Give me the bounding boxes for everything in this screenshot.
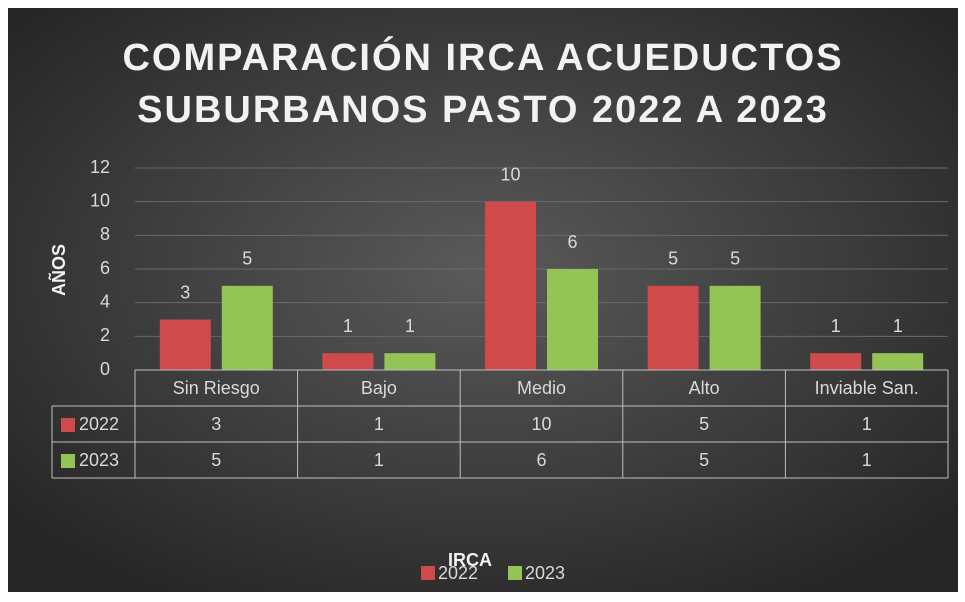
bar bbox=[709, 285, 761, 370]
data-label: 3 bbox=[180, 282, 190, 302]
x-tick-label: Inviable San. bbox=[815, 378, 919, 398]
legend-key bbox=[61, 418, 75, 432]
x-axis-title: IRCA bbox=[448, 550, 492, 570]
data-label: 5 bbox=[668, 249, 678, 269]
data-label: 6 bbox=[567, 232, 577, 252]
y-tick-label: 8 bbox=[100, 224, 110, 244]
legend-key bbox=[508, 566, 522, 580]
data-label: 5 bbox=[242, 249, 252, 269]
table-cell: 5 bbox=[699, 414, 709, 434]
legend-label: 2023 bbox=[525, 563, 565, 583]
y-tick-label: 10 bbox=[90, 190, 110, 210]
bar bbox=[322, 353, 374, 370]
data-label: 1 bbox=[405, 316, 415, 336]
background bbox=[8, 8, 958, 592]
table-cell: 5 bbox=[211, 450, 221, 470]
y-tick-label: 4 bbox=[100, 291, 110, 311]
y-tick-label: 6 bbox=[100, 258, 110, 278]
y-tick-label: 0 bbox=[100, 359, 110, 379]
data-label: 1 bbox=[343, 316, 353, 336]
legend-label: 2022 bbox=[438, 563, 478, 583]
x-tick-label: Sin Riesgo bbox=[173, 378, 260, 398]
data-label: 10 bbox=[500, 164, 520, 184]
table-row-header: 2022 bbox=[79, 414, 119, 434]
y-tick-label: 2 bbox=[100, 325, 110, 345]
x-tick-label: Bajo bbox=[361, 378, 397, 398]
x-tick-label: Medio bbox=[517, 378, 566, 398]
bar bbox=[547, 269, 598, 370]
y-tick-label: 12 bbox=[90, 157, 110, 177]
bar bbox=[221, 285, 273, 370]
table-cell: 10 bbox=[531, 414, 551, 434]
table-cell: 1 bbox=[374, 450, 384, 470]
chart-title: COMPARACIÓN IRCA ACUEDUCTOS bbox=[122, 35, 843, 79]
data-label: 5 bbox=[730, 249, 740, 269]
data-label: 1 bbox=[831, 316, 841, 336]
bar bbox=[872, 353, 924, 370]
table-cell: 6 bbox=[536, 450, 546, 470]
legend-key bbox=[421, 566, 435, 580]
bar bbox=[647, 285, 699, 370]
bar bbox=[485, 201, 536, 370]
x-tick-label: Alto bbox=[689, 378, 720, 398]
table-cell: 1 bbox=[862, 414, 872, 434]
table-cell: 3 bbox=[211, 414, 221, 434]
chart-title: SUBURBANOS PASTO 2022 A 2023 bbox=[137, 89, 829, 131]
table-cell: 1 bbox=[862, 450, 872, 470]
bar bbox=[159, 319, 211, 370]
y-axis-title: AÑOS bbox=[48, 244, 69, 296]
table-cell: 1 bbox=[374, 414, 384, 434]
bar bbox=[810, 353, 862, 370]
table-row-header: 2023 bbox=[79, 450, 119, 470]
table-cell: 5 bbox=[699, 450, 709, 470]
bar bbox=[384, 353, 436, 370]
data-label: 1 bbox=[893, 316, 903, 336]
legend-key bbox=[61, 454, 75, 468]
